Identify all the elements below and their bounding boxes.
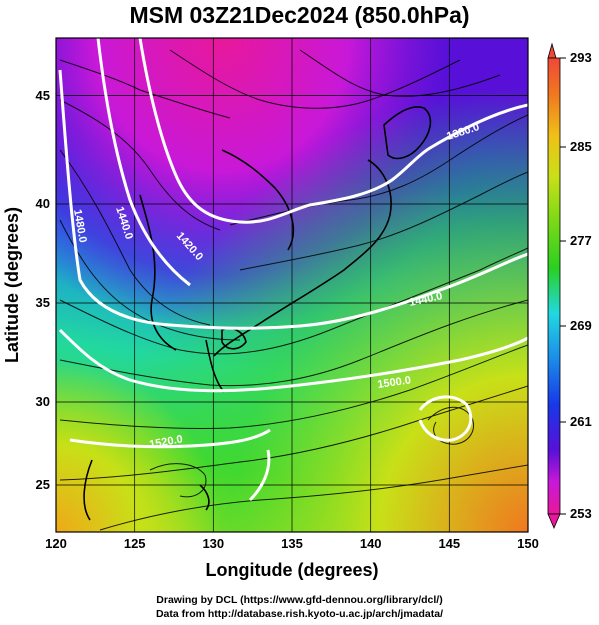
contour-label: 1480.0 <box>71 208 89 243</box>
y-axis: 25 30 35 40 45 Latitude (degrees) <box>2 88 50 492</box>
y-axis-label: Latitude (degrees) <box>2 207 22 363</box>
x-axis-label: Longitude (degrees) <box>205 560 378 580</box>
x-tick-label: 120 <box>45 536 67 551</box>
y-tick-label: 45 <box>36 88 50 103</box>
colorbar-label: 285 <box>570 139 592 154</box>
plot-border <box>55 37 529 533</box>
colorbar-label: 253 <box>570 506 592 521</box>
y-tick-label: 30 <box>36 394 50 409</box>
colorbar-label: 293 <box>570 50 592 65</box>
colorbar-label: 269 <box>570 318 592 333</box>
y-tick-label: 40 <box>36 196 50 211</box>
contour-label: 1500.0 <box>377 374 412 391</box>
plot-area: 1380.0 1440.0 1420.0 1480.0 1440.0 1500.… <box>56 38 528 532</box>
map-title: MSM 03Z21Dec2024 (850.0hPa) <box>129 2 470 28</box>
y-tick-label: 35 <box>36 295 50 310</box>
credits: Drawing by DCL (https://www.gfd-dennou.o… <box>0 593 599 621</box>
colorbar-label: 261 <box>570 414 592 429</box>
x-tick-label: 125 <box>124 536 146 551</box>
credits-data-line: Data from http://database.rish.kyoto-u.a… <box>155 608 444 620</box>
contour-label: 1520.0 <box>148 433 183 451</box>
y-tick-label: 25 <box>36 477 50 492</box>
geopotential-contours <box>58 38 528 502</box>
credits-drawing-line: Drawing by DCL (https://www.gfd-dennou.o… <box>156 594 443 606</box>
x-tick-label: 150 <box>517 536 539 551</box>
colorbar-scale <box>547 57 561 515</box>
grid-lines <box>56 38 528 532</box>
x-axis: 120 125 130 135 140 145 150 Longitude (d… <box>45 536 539 580</box>
x-tick-label: 145 <box>438 536 460 551</box>
colorbar-min-arrow <box>547 513 561 530</box>
x-tick-label: 140 <box>360 536 382 551</box>
x-tick-label: 135 <box>281 536 303 551</box>
x-tick-label: 130 <box>202 536 224 551</box>
coastlines <box>83 106 432 521</box>
colorbar-max-arrow <box>547 42 557 59</box>
colorbar-label: 277 <box>570 233 592 248</box>
